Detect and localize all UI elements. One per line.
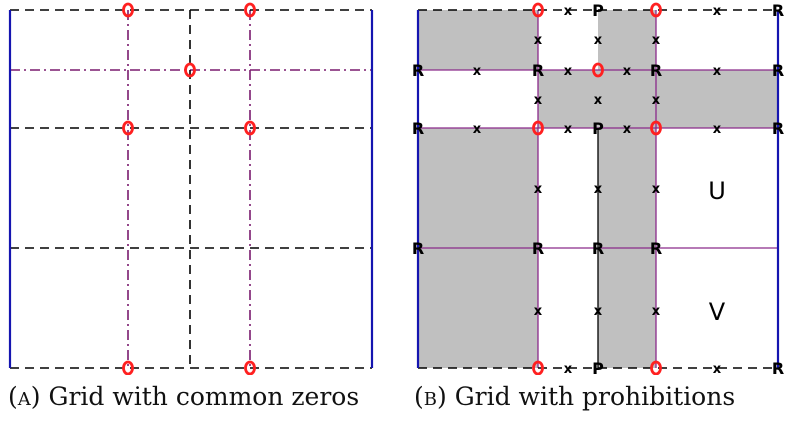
r-label: R bbox=[772, 61, 784, 80]
shade-right-band bbox=[656, 70, 778, 128]
r-label: R bbox=[650, 239, 662, 258]
x-label: x bbox=[713, 4, 722, 19]
r-label: R bbox=[412, 119, 424, 138]
caption-b: (b) Grid with prohibitions bbox=[414, 382, 735, 411]
x-label: x bbox=[534, 33, 543, 48]
zero-marker bbox=[122, 120, 134, 136]
b-shaded-regions bbox=[418, 10, 778, 368]
x-label: x bbox=[564, 4, 573, 19]
r-label: R bbox=[412, 61, 424, 80]
r-label: R bbox=[772, 1, 784, 20]
zero-marker bbox=[244, 360, 256, 375]
zero-marker bbox=[244, 120, 256, 136]
caption-b-text: Grid with prohibitions bbox=[454, 382, 736, 411]
x-label: x bbox=[652, 93, 661, 108]
zero-marker bbox=[532, 2, 544, 18]
caption-a-text: Grid with common zeros bbox=[48, 382, 360, 411]
r-label: R bbox=[650, 61, 662, 80]
zero-marker bbox=[592, 62, 604, 78]
zero-marker bbox=[650, 2, 662, 18]
region-v-label: V bbox=[709, 298, 726, 326]
zero-marker bbox=[184, 62, 196, 78]
r-label: R bbox=[772, 359, 784, 375]
shade-tl bbox=[418, 10, 538, 70]
r-label: R bbox=[532, 239, 544, 258]
shade-mid-band bbox=[538, 70, 598, 128]
zero-marker bbox=[122, 2, 134, 18]
x-label: x bbox=[473, 64, 482, 79]
shade-top-mid bbox=[598, 10, 656, 70]
r-label: R bbox=[532, 61, 544, 80]
caption-a: (a) Grid with common zeros bbox=[8, 382, 359, 411]
x-label: x bbox=[652, 182, 661, 197]
x-label: x bbox=[473, 122, 482, 137]
x-label: x bbox=[713, 362, 722, 375]
x-label: x bbox=[594, 304, 603, 319]
x-label: x bbox=[652, 304, 661, 319]
x-label: x bbox=[623, 122, 632, 137]
figure-canvas: R R R R R R R R R R R R P P P x x x x x … bbox=[8, 1, 784, 375]
x-label: x bbox=[564, 122, 573, 137]
b-x-labels: x x x x x x x x x x x x x x x x x x x x … bbox=[473, 4, 722, 375]
x-label: x bbox=[713, 64, 722, 79]
b-unshaded-notch bbox=[598, 70, 656, 128]
zero-marker bbox=[244, 2, 256, 18]
zero-marker bbox=[532, 120, 544, 136]
x-label: x bbox=[534, 93, 543, 108]
b-r-labels: R R R R R R R R R R R R bbox=[412, 1, 784, 375]
x-label: x bbox=[564, 64, 573, 79]
panel-b: R R R R R R R R R R R R P P P x x x x x … bbox=[412, 1, 784, 375]
x-label: x bbox=[534, 304, 543, 319]
r-label: R bbox=[412, 239, 424, 258]
zero-marker bbox=[122, 360, 134, 375]
a-zeros bbox=[122, 2, 256, 375]
b-zeros bbox=[532, 2, 662, 375]
p-label: P bbox=[592, 1, 604, 20]
zero-marker bbox=[532, 360, 544, 375]
x-label: x bbox=[534, 182, 543, 197]
zero-marker bbox=[650, 120, 662, 136]
r-label: R bbox=[772, 119, 784, 138]
x-label: x bbox=[713, 122, 722, 137]
region-u-label: U bbox=[708, 177, 726, 205]
caption-b-tag: (b) bbox=[414, 382, 447, 411]
x-label: x bbox=[594, 93, 603, 108]
r-label: R bbox=[592, 239, 604, 258]
x-label: x bbox=[594, 182, 603, 197]
panel-a bbox=[8, 2, 374, 375]
x-label: x bbox=[594, 33, 603, 48]
p-label: P bbox=[592, 359, 604, 375]
x-label: x bbox=[623, 64, 632, 79]
x-label: x bbox=[564, 362, 573, 375]
caption-a-tag: (a) bbox=[8, 382, 41, 411]
zero-marker bbox=[650, 360, 662, 375]
b-p-labels: P P P bbox=[592, 1, 604, 375]
p-label: P bbox=[592, 119, 604, 138]
x-label: x bbox=[652, 33, 661, 48]
